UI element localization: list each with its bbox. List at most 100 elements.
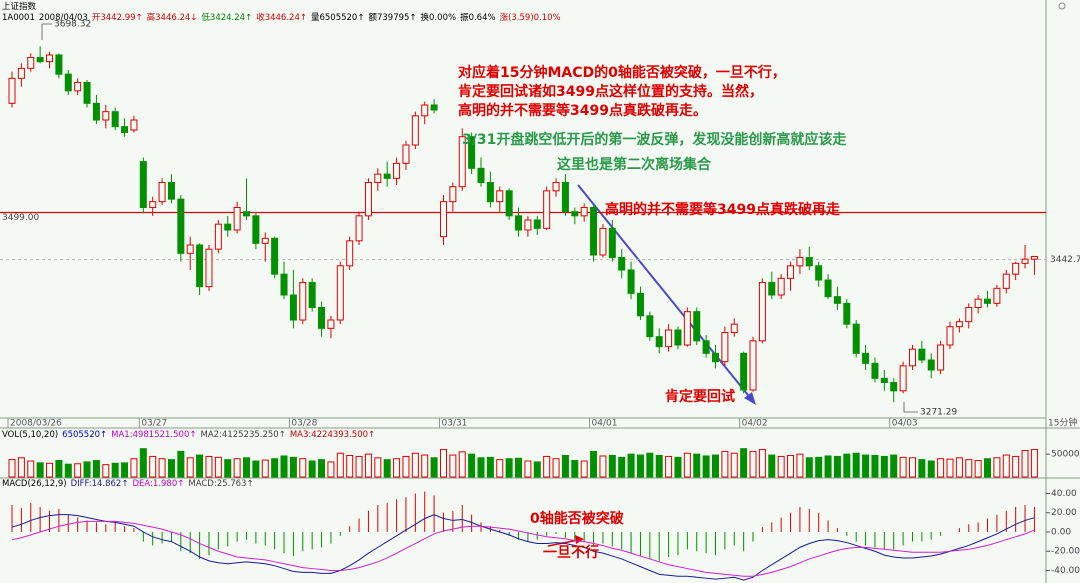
volume-bar <box>683 452 691 478</box>
candle-body <box>271 237 279 275</box>
candle-body <box>336 265 344 321</box>
volume-bar <box>805 457 813 478</box>
volume-bar <box>561 455 569 478</box>
candle-body <box>477 167 485 183</box>
volume-bar <box>299 458 307 478</box>
volume-bar <box>552 458 560 478</box>
candle-body <box>411 115 419 146</box>
max-leader <box>41 23 52 40</box>
volume-bar <box>55 460 63 478</box>
volume-bar <box>289 456 297 478</box>
volume-bar <box>815 456 823 478</box>
volume-bar <box>83 461 91 478</box>
y-tick-label: -40.00 <box>1051 566 1080 576</box>
volume-bar <box>646 452 654 478</box>
title-bar: 上证指数 <box>2 0 40 12</box>
volume-bar <box>1012 455 1020 478</box>
period-label: 15分钟 <box>1048 417 1077 429</box>
quote-line: 1A0001 2008/04/03 开3442.99↑ 高3446.24↓ 低3424.… <box>2 11 565 23</box>
legend-item: 6505520↑ <box>62 430 108 440</box>
quote-item: 涨(3.59)0.10% <box>499 13 561 23</box>
candle-body <box>805 257 813 267</box>
candle-body <box>167 182 175 200</box>
candle-body <box>852 323 860 354</box>
macd-header: MACD(26,12,9) DIFF:14.862↑ DEA:1.980↑ MACD:… <box>2 479 258 489</box>
candle-body <box>64 73 72 92</box>
volume-bar <box>233 458 241 478</box>
volume-bar <box>308 460 316 478</box>
macd-line <box>11 520 1035 577</box>
x-tick-label: 04/01 <box>592 419 618 429</box>
candle-body <box>908 348 916 367</box>
volume-bar <box>8 459 16 478</box>
candle-body <box>599 227 607 256</box>
volume-bar <box>374 457 382 478</box>
volume-bar <box>111 462 119 478</box>
settings-icon[interactable] <box>1058 2 1066 10</box>
volume-bar <box>665 455 673 478</box>
volume-bar <box>580 460 588 478</box>
volume-bar <box>824 455 832 478</box>
legend-item: MA2:4125235.250↑ <box>200 430 286 440</box>
candle-body <box>308 282 316 308</box>
volume-bar <box>458 451 466 478</box>
volume-bar <box>186 457 194 478</box>
annotation: 肯定要回试 <box>665 388 735 405</box>
candle-body <box>740 352 748 391</box>
macd-arrow-head <box>575 535 584 544</box>
candle-body <box>158 182 166 203</box>
candle-body <box>871 362 879 379</box>
candle-body <box>515 215 523 231</box>
volume-bar <box>92 460 100 478</box>
volume-bar <box>280 455 288 478</box>
candle-body <box>196 244 204 288</box>
volume-bar <box>758 449 766 478</box>
candle-body <box>543 190 551 229</box>
y-tick-label: -20.00 <box>1051 547 1080 557</box>
candle-body <box>683 311 691 346</box>
candle-body <box>646 315 654 338</box>
candle-body <box>299 282 307 321</box>
volume-bar <box>102 464 110 478</box>
volume-bar <box>627 453 635 478</box>
volume-bar <box>243 457 250 478</box>
volume-bar <box>768 454 776 478</box>
volume-bar <box>205 455 213 478</box>
volume-bar <box>439 449 447 478</box>
candle-body <box>974 298 982 308</box>
volume-bar <box>468 453 476 478</box>
candle-body <box>636 292 644 317</box>
candle-body <box>768 282 776 296</box>
candle-body <box>92 102 100 121</box>
candle-body <box>618 257 626 271</box>
volume-bar <box>515 457 523 478</box>
candle-body <box>186 244 194 254</box>
y-tick-label: 40.00 <box>1051 489 1077 499</box>
y-tick-label: 500000 <box>1051 450 1080 460</box>
candle-body <box>55 54 63 75</box>
annotation: 对应着15分钟MACD的0轴能否被突破，一旦不行， <box>458 64 786 81</box>
candle-body <box>927 359 935 371</box>
volume-bar <box>121 462 129 478</box>
volume-bar <box>787 455 795 478</box>
volume-bar <box>833 455 841 478</box>
candle-body <box>327 319 335 329</box>
candle-body <box>289 294 297 321</box>
volume-bar <box>908 457 916 478</box>
candle-body <box>862 352 870 364</box>
candle-body <box>27 57 35 69</box>
candle-body <box>393 162 401 179</box>
candle-body <box>402 144 410 164</box>
volume-bar <box>702 455 710 478</box>
candle-body <box>243 211 250 217</box>
volume-bar <box>524 460 532 478</box>
x-tick-label: 04/03 <box>892 419 918 429</box>
volume-bar <box>505 458 513 478</box>
volume-bar <box>946 458 954 478</box>
candle-body <box>843 302 851 325</box>
quote-item: 换0.00% <box>420 13 457 23</box>
volume-bar <box>318 459 326 478</box>
volume-bar <box>993 457 1001 478</box>
candle-body <box>590 207 598 256</box>
